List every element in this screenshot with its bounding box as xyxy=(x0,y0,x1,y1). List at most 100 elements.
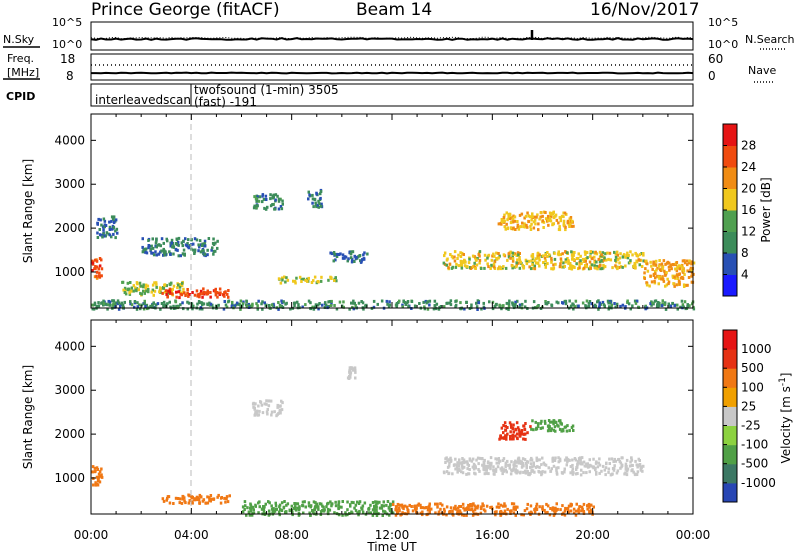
heatmap-cell xyxy=(569,504,573,508)
heatmap-cell xyxy=(466,467,469,471)
heatmap-cell xyxy=(619,252,622,256)
heatmap-cell xyxy=(640,252,643,255)
heatmap-cell xyxy=(474,506,478,510)
heatmap-cell xyxy=(119,304,122,308)
heatmap-cell xyxy=(342,300,345,304)
heatmap-cell xyxy=(498,459,502,463)
heatmap-cell xyxy=(643,277,646,280)
heatmap-cell xyxy=(374,503,378,507)
heatmap-cell xyxy=(574,472,578,476)
heatmap-cell xyxy=(544,217,548,221)
heatmap-cell xyxy=(176,240,180,244)
heatmap-cell xyxy=(495,257,499,261)
heatmap-cell xyxy=(524,299,527,303)
heatmap-cell xyxy=(456,257,459,260)
heatmap-cell xyxy=(586,256,589,260)
heatmap-cell xyxy=(566,506,570,510)
heatmap-cell xyxy=(679,305,682,309)
heatmap-cell xyxy=(319,192,322,196)
heatmap-cell xyxy=(267,404,271,408)
heatmap-cell xyxy=(569,465,573,468)
heatmap-cell xyxy=(451,509,454,513)
heatmap-cell xyxy=(587,465,591,469)
heatmap-cell xyxy=(598,471,601,475)
heatmap-cell xyxy=(608,462,611,465)
heatmap-cell xyxy=(563,509,567,513)
heatmap-cell xyxy=(146,284,150,288)
heatmap-cell xyxy=(291,513,294,517)
heatmap-cell xyxy=(590,263,594,267)
heatmap-cell xyxy=(268,501,271,505)
heatmap-cell xyxy=(423,506,426,510)
heatmap-cell xyxy=(162,300,166,304)
heatmap-cell xyxy=(519,459,522,463)
heatmap-cell xyxy=(93,303,97,307)
noise-panel: N.Sky 10^5 10^0 10^5 10^0 N.Search xyxy=(3,16,795,51)
heatmap-cell xyxy=(454,303,458,307)
heatmap-cell xyxy=(664,262,667,266)
heatmap-cell xyxy=(487,265,490,269)
heatmap-cell xyxy=(682,269,686,273)
heatmap-cell xyxy=(334,500,337,504)
heatmap-cell xyxy=(98,271,101,275)
heatmap-cell xyxy=(504,428,508,432)
freq-panel: Freq. [MHz] 18 8 60 0 Nave xyxy=(3,52,776,83)
heatmap-cell xyxy=(588,505,591,509)
cpid-entry-fast: (fast) -191 xyxy=(194,95,257,109)
heatmap-cell xyxy=(260,302,263,306)
heatmap-cell xyxy=(351,257,354,261)
heatmap-cell xyxy=(110,215,114,219)
heatmap-cell xyxy=(295,276,298,280)
heatmap-cell xyxy=(505,301,509,305)
heatmap-cell xyxy=(502,504,505,508)
heatmap-cell xyxy=(454,467,457,471)
heatmap-cell xyxy=(568,429,571,433)
heatmap-cell xyxy=(102,299,105,303)
heatmap-cell xyxy=(254,197,258,201)
heatmap-cell xyxy=(649,274,652,278)
heatmap-cell xyxy=(171,245,174,249)
heatmap-cell xyxy=(223,291,227,295)
velocity-data xyxy=(91,366,645,517)
heatmap-cell xyxy=(590,503,593,507)
heatmap-cell xyxy=(549,219,553,223)
heatmap-cell xyxy=(521,457,525,461)
heatmap-cell xyxy=(123,300,126,304)
heatmap-cell xyxy=(526,502,529,506)
heatmap-cell xyxy=(604,252,607,256)
heatmap-cell xyxy=(543,463,546,467)
heatmap-cell xyxy=(573,251,576,254)
heatmap-cell xyxy=(162,286,166,290)
heatmap-cell xyxy=(428,299,432,303)
heatmap-cell xyxy=(327,501,330,505)
heatmap-cell xyxy=(533,259,536,263)
heatmap-cell xyxy=(193,237,197,241)
heatmap-cell xyxy=(259,400,262,404)
heatmap-cell xyxy=(141,250,145,254)
heatmap-cell xyxy=(683,259,686,263)
heatmap-cell xyxy=(572,258,576,262)
heatmap-cell xyxy=(601,464,605,468)
heatmap-cell xyxy=(95,265,99,269)
heatmap-cell xyxy=(294,502,298,506)
colorbar-segment xyxy=(723,387,737,407)
heatmap-cell xyxy=(340,505,343,509)
heatmap-cell xyxy=(587,305,590,308)
heatmap-cell xyxy=(546,251,549,254)
date-title: 16/Nov/2017 xyxy=(590,0,700,20)
heatmap-cell xyxy=(354,503,358,507)
heatmap-cell xyxy=(344,513,347,517)
y-tick-label: 4000 xyxy=(54,133,85,147)
heatmap-cell xyxy=(512,430,515,434)
heatmap-cell xyxy=(114,218,118,222)
heatmap-cell xyxy=(460,513,464,517)
heatmap-cell xyxy=(635,463,638,467)
heatmap-cell xyxy=(172,284,176,288)
heatmap-cell xyxy=(467,261,471,265)
heatmap-cell xyxy=(151,283,155,287)
heatmap-cell xyxy=(361,510,365,514)
heatmap-cell xyxy=(583,266,586,270)
heatmap-cell xyxy=(128,292,132,296)
heatmap-cell xyxy=(528,265,531,269)
heatmap-cell xyxy=(169,253,172,256)
